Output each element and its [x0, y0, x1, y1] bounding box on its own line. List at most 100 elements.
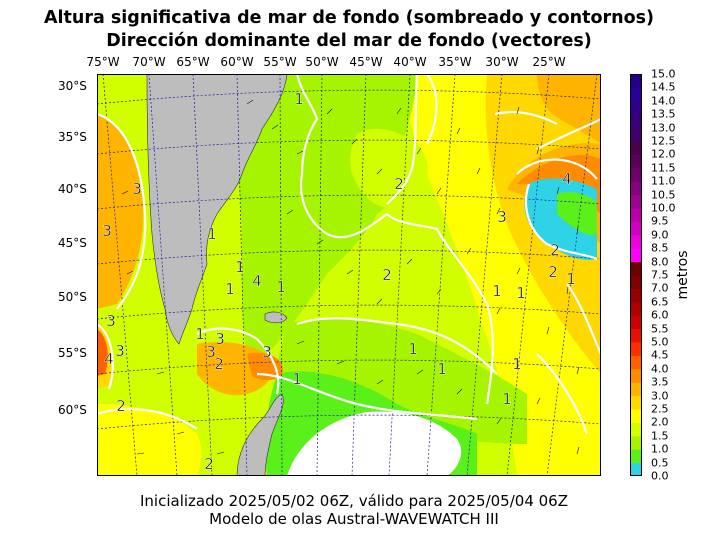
colorbar-tick-label: 3.0 — [651, 389, 669, 403]
colorbar-segment — [630, 248, 642, 263]
colorbar-tick-label: 13.0 — [651, 121, 676, 135]
map-frame — [97, 74, 601, 476]
contour-label: 2 — [550, 241, 560, 259]
lat-label: 35°S — [58, 130, 87, 144]
colorbar-segment — [630, 342, 642, 356]
swell-zone-south-yellow — [97, 404, 202, 476]
contour-label: 1 — [276, 278, 286, 296]
lon-label: 45°W — [349, 55, 383, 69]
colorbar-segment — [630, 301, 642, 316]
colorbar-segment — [630, 221, 642, 236]
colorbar-tick-label: 2.5 — [651, 402, 669, 416]
colorbar-tick-label: 7.5 — [651, 268, 669, 282]
colorbar-tick-label: 8.5 — [651, 241, 669, 255]
colorbar-segment — [630, 355, 642, 370]
contour-label: 1 — [195, 325, 205, 343]
graticule — [97, 74, 601, 476]
colorbar-segment — [630, 435, 642, 450]
lon-label: 40°W — [393, 55, 427, 69]
lat-label: 40°S — [58, 182, 87, 196]
colorbar-segment — [630, 382, 642, 397]
colorbar-tick-label: 7.0 — [651, 281, 669, 295]
south-america-land — [146, 74, 288, 345]
contour-label: 4 — [104, 350, 114, 368]
contour-lines — [97, 74, 601, 435]
contour-label: 1 — [516, 284, 526, 302]
lat-label: 30°S — [58, 79, 87, 93]
map-title-line-2: Dirección dominante del mar de fondo (ve… — [106, 31, 592, 51]
colorbar-tick-label: 11.0 — [651, 174, 676, 188]
map-title-line-1: Altura significativa de mar de fondo (so… — [43, 8, 655, 28]
contour-label: 2 — [204, 455, 214, 473]
colorbar-units-label: metros — [675, 250, 691, 300]
contour-label: 2 — [394, 175, 404, 193]
contour-label: 3 — [497, 208, 507, 226]
lon-label: 75°W — [86, 55, 120, 69]
colorbar — [630, 74, 642, 476]
contour-label: 1 — [566, 270, 576, 288]
colorbar-tick-label: 6.0 — [651, 308, 669, 322]
colorbar-segment — [630, 208, 642, 222]
colorbar-tick-label: 10.5 — [651, 188, 676, 202]
colorbar-tick-label: 12.5 — [651, 134, 676, 148]
colorbar-tick-label: 15.0 — [651, 67, 676, 81]
sea-ice — [287, 411, 462, 476]
colorbar-segment — [630, 315, 642, 330]
colorbar-segment — [630, 261, 642, 276]
colorbar-tick-label: 6.5 — [651, 295, 669, 309]
colorbar-tick-label: 14.0 — [651, 94, 676, 108]
contour-label: 1 — [235, 258, 245, 276]
colorbar-tick-label: 4.5 — [651, 348, 669, 362]
lat-label: 45°S — [58, 236, 87, 250]
colorbar-tick-label: 5.5 — [651, 322, 669, 336]
lon-label: 30°W — [485, 55, 519, 69]
contour-label: 3 — [206, 343, 216, 361]
contour-label: 1 — [492, 282, 502, 300]
colorbar-segment — [630, 395, 642, 410]
colorbar-tick-label: 3.5 — [651, 375, 669, 389]
colorbar-segment — [630, 328, 642, 343]
colorbar-segment — [630, 74, 642, 88]
swell-zone-drake-dark — [247, 352, 283, 381]
lat-label: 60°S — [58, 403, 87, 417]
colorbar-tick-label: 8.0 — [651, 255, 669, 269]
colorbar-tick-label: 5.0 — [651, 335, 669, 349]
footer-model-name: Modelo de olas Austral-WAVEWATCH III — [209, 510, 499, 528]
colorbar-tick-label: 2.0 — [651, 415, 669, 429]
colorbar-segment — [630, 368, 642, 383]
colorbar-segment — [630, 127, 642, 142]
colorbar-tick-label: 1.0 — [651, 442, 669, 456]
colorbar-segment — [630, 194, 642, 209]
lon-label: 65°W — [176, 55, 210, 69]
colorbar-segment — [630, 167, 642, 182]
colorbar-segment — [630, 409, 642, 423]
colorbar-segment — [630, 100, 642, 115]
contour-label: 2 — [116, 397, 126, 415]
swell-direction-vectors — [121, 99, 580, 455]
swell-zone-west-red — [97, 329, 108, 376]
contour-label: 3 — [262, 343, 272, 361]
contour-label: 1 — [294, 90, 304, 108]
colorbar-tick-label: 4.0 — [651, 362, 669, 376]
colorbar-tick-label: 14.5 — [651, 80, 676, 94]
swell-zone-lime-center — [350, 128, 428, 208]
footer-valid-time: Inicializado 2025/05/02 06Z, válido para… — [140, 492, 568, 510]
colorbar-segment — [630, 449, 642, 464]
contour-label: 3 — [115, 342, 125, 360]
colorbar-segment — [630, 422, 642, 437]
contour-label: 3 — [106, 312, 116, 330]
swell-zone-west-orange — [97, 114, 144, 309]
colorbar-tick-label: 12.0 — [651, 147, 676, 161]
antarctic-peninsula — [236, 393, 284, 476]
contour-label: 1 — [512, 355, 522, 373]
contour-label: 2 — [214, 355, 224, 373]
contour-label: 1 — [225, 280, 235, 298]
colorbar-segment — [630, 87, 642, 102]
contour-label: 1 — [207, 225, 217, 243]
contour-number-labels: 1 1 1 1 1 1 1 1 1 1 1 1 1 1 2 2 2 2 2 2 … — [102, 90, 576, 473]
lon-label: 50°W — [305, 55, 339, 69]
colorbar-segment — [630, 181, 642, 196]
colorbar-segment — [630, 288, 642, 303]
contour-label: 3 — [102, 222, 112, 240]
contour-label: 3 — [132, 180, 142, 198]
